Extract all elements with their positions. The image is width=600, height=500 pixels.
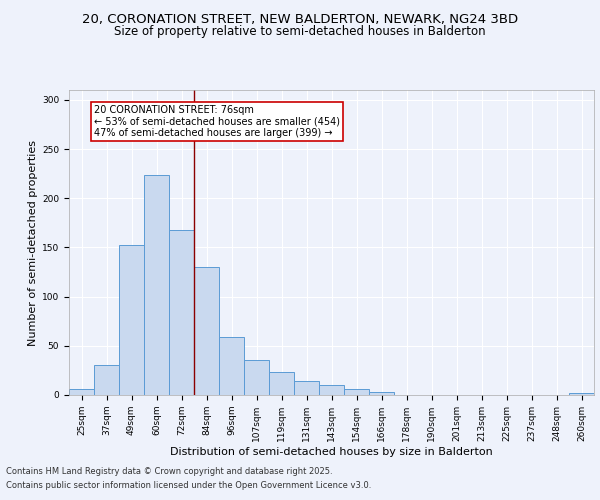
Bar <box>94 366 119 395</box>
Bar <box>269 372 294 395</box>
Bar <box>319 385 344 395</box>
Bar <box>244 360 269 395</box>
Bar <box>294 381 319 395</box>
Text: Contains HM Land Registry data © Crown copyright and database right 2025.: Contains HM Land Registry data © Crown c… <box>6 468 332 476</box>
Bar <box>194 267 219 395</box>
Bar <box>369 392 394 395</box>
Text: 20 CORONATION STREET: 76sqm
← 53% of semi-detached houses are smaller (454)
47% : 20 CORONATION STREET: 76sqm ← 53% of sem… <box>94 105 340 138</box>
Y-axis label: Number of semi-detached properties: Number of semi-detached properties <box>28 140 38 346</box>
Text: Contains public sector information licensed under the Open Government Licence v3: Contains public sector information licen… <box>6 481 371 490</box>
Bar <box>344 389 369 395</box>
Bar <box>144 174 169 395</box>
Text: 20, CORONATION STREET, NEW BALDERTON, NEWARK, NG24 3BD: 20, CORONATION STREET, NEW BALDERTON, NE… <box>82 12 518 26</box>
Bar <box>569 393 594 395</box>
Text: Size of property relative to semi-detached houses in Balderton: Size of property relative to semi-detach… <box>114 25 486 38</box>
Bar <box>219 337 244 395</box>
Bar <box>69 389 94 395</box>
Bar <box>119 246 144 395</box>
Bar <box>169 230 194 395</box>
X-axis label: Distribution of semi-detached houses by size in Balderton: Distribution of semi-detached houses by … <box>170 446 493 456</box>
